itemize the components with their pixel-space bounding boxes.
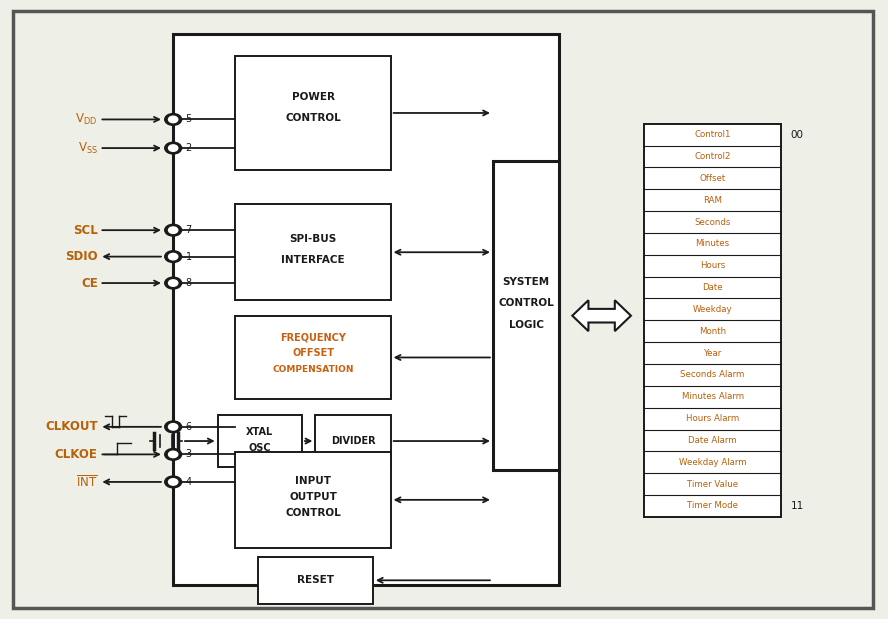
Text: Date: Date bbox=[702, 283, 723, 292]
Circle shape bbox=[169, 253, 178, 260]
Text: 00: 00 bbox=[790, 130, 804, 140]
Text: Year: Year bbox=[703, 348, 722, 358]
Text: Hours: Hours bbox=[700, 261, 725, 271]
Circle shape bbox=[164, 421, 181, 433]
Circle shape bbox=[164, 113, 181, 125]
Text: CONTROL: CONTROL bbox=[285, 508, 341, 519]
Text: FREQUENCY: FREQUENCY bbox=[280, 332, 346, 342]
Text: 6: 6 bbox=[186, 422, 192, 432]
Circle shape bbox=[169, 451, 178, 457]
Text: 8: 8 bbox=[186, 278, 192, 288]
Bar bbox=[315, 415, 391, 467]
Text: CONTROL: CONTROL bbox=[285, 113, 341, 123]
Polygon shape bbox=[572, 300, 630, 331]
Text: INTERFACE: INTERFACE bbox=[281, 255, 345, 266]
Text: SPI-BUS: SPI-BUS bbox=[289, 233, 337, 244]
Circle shape bbox=[164, 277, 181, 289]
Text: 3: 3 bbox=[186, 449, 192, 459]
Text: Month: Month bbox=[699, 327, 726, 335]
Bar bbox=[493, 161, 559, 470]
Text: OFFSET: OFFSET bbox=[292, 348, 334, 358]
Bar bbox=[235, 452, 391, 548]
Bar bbox=[173, 34, 559, 585]
Bar bbox=[258, 557, 373, 604]
Circle shape bbox=[164, 224, 181, 236]
Circle shape bbox=[164, 142, 181, 154]
Text: Minutes: Minutes bbox=[695, 240, 730, 248]
Text: 4: 4 bbox=[186, 477, 192, 487]
Text: SDIO: SDIO bbox=[65, 250, 98, 263]
Bar bbox=[235, 316, 391, 399]
Text: Timer Mode: Timer Mode bbox=[687, 501, 738, 511]
Circle shape bbox=[164, 251, 181, 262]
Circle shape bbox=[169, 423, 178, 430]
Text: Hours Alarm: Hours Alarm bbox=[686, 414, 739, 423]
Text: XTAL: XTAL bbox=[246, 426, 274, 437]
Text: Seconds: Seconds bbox=[694, 217, 731, 227]
Text: 7: 7 bbox=[186, 225, 192, 235]
Text: RESET: RESET bbox=[297, 575, 334, 586]
Text: Offset: Offset bbox=[700, 174, 725, 183]
Text: SYSTEM: SYSTEM bbox=[503, 277, 550, 287]
Text: 2: 2 bbox=[186, 143, 192, 153]
Text: 5: 5 bbox=[186, 115, 192, 124]
Text: $\overline{\mathrm{INT}}$: $\overline{\mathrm{INT}}$ bbox=[76, 474, 98, 490]
Bar bbox=[235, 204, 391, 300]
Circle shape bbox=[169, 145, 178, 151]
Text: Control2: Control2 bbox=[694, 152, 731, 161]
Text: CONTROL: CONTROL bbox=[498, 298, 554, 308]
Text: 11: 11 bbox=[790, 501, 804, 511]
Text: DIVIDER: DIVIDER bbox=[330, 436, 376, 446]
Text: Timer Value: Timer Value bbox=[687, 480, 738, 488]
Text: Weekday: Weekday bbox=[693, 305, 733, 314]
Text: 1: 1 bbox=[186, 251, 192, 262]
Text: Minutes Alarm: Minutes Alarm bbox=[682, 392, 743, 401]
Text: Weekday Alarm: Weekday Alarm bbox=[678, 458, 747, 467]
Text: CLKOE: CLKOE bbox=[55, 448, 98, 461]
Text: CE: CE bbox=[81, 277, 98, 290]
Text: OUTPUT: OUTPUT bbox=[289, 491, 337, 502]
Bar bbox=[235, 56, 391, 170]
Text: LOGIC: LOGIC bbox=[509, 320, 543, 330]
Bar bbox=[218, 415, 302, 467]
Circle shape bbox=[169, 280, 178, 287]
Text: CLKOUT: CLKOUT bbox=[45, 420, 98, 433]
Text: Date Alarm: Date Alarm bbox=[688, 436, 737, 445]
Circle shape bbox=[169, 116, 178, 123]
Text: Seconds Alarm: Seconds Alarm bbox=[680, 370, 745, 379]
Text: COMPENSATION: COMPENSATION bbox=[273, 365, 353, 374]
Text: Control1: Control1 bbox=[694, 130, 731, 139]
Circle shape bbox=[164, 449, 181, 461]
Text: $\mathrm{V_{SS}}$: $\mathrm{V_{SS}}$ bbox=[77, 141, 98, 155]
Text: $\mathrm{V_{DD}}$: $\mathrm{V_{DD}}$ bbox=[75, 112, 98, 127]
Text: RAM: RAM bbox=[703, 196, 722, 205]
Bar bbox=[644, 124, 781, 517]
Text: SCL: SCL bbox=[73, 223, 98, 236]
Circle shape bbox=[169, 227, 178, 233]
Text: OSC: OSC bbox=[249, 443, 271, 454]
Text: POWER: POWER bbox=[291, 92, 335, 103]
Text: INPUT: INPUT bbox=[295, 476, 331, 487]
Circle shape bbox=[164, 476, 181, 488]
Circle shape bbox=[169, 478, 178, 485]
